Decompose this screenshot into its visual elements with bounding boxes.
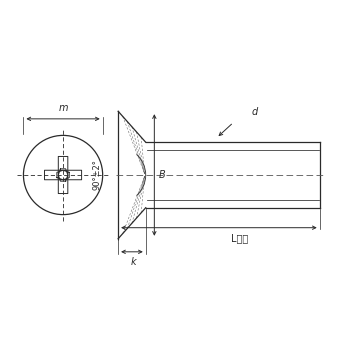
Text: d: d — [251, 107, 257, 117]
Text: 90°±2°: 90°±2° — [92, 160, 101, 190]
Text: k: k — [131, 257, 136, 267]
Text: B: B — [159, 170, 166, 180]
Text: L長さ: L長さ — [231, 233, 248, 243]
Text: m: m — [58, 103, 68, 113]
